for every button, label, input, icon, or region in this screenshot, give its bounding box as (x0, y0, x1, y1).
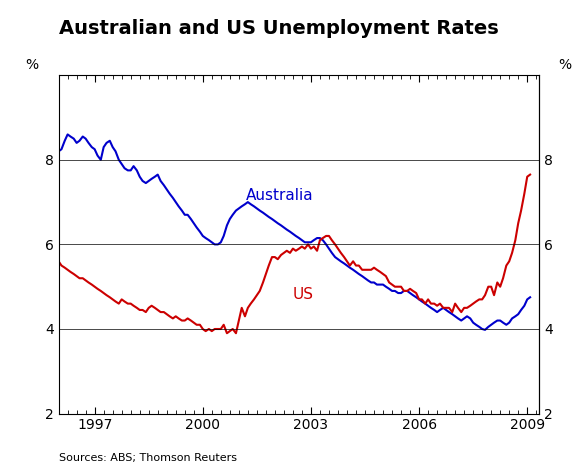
Text: %: % (25, 58, 38, 72)
Text: Sources: ABS; Thomson Reuters: Sources: ABS; Thomson Reuters (59, 453, 237, 462)
Text: %: % (558, 58, 571, 72)
Text: Australian and US Unemployment Rates: Australian and US Unemployment Rates (59, 19, 498, 38)
Text: Australia: Australia (246, 188, 314, 203)
Text: US: US (293, 287, 314, 302)
